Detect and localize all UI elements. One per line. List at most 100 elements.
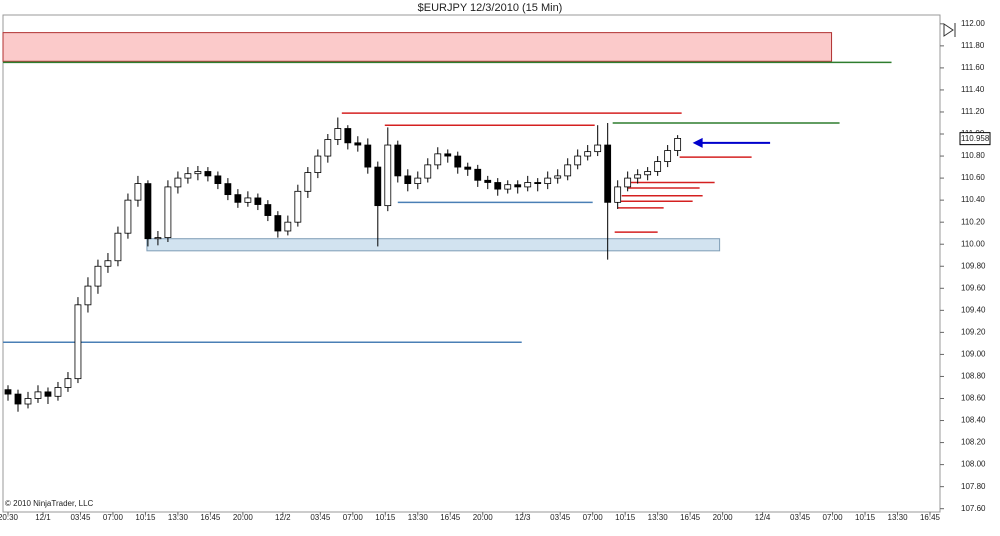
- last-price-box: [959, 132, 991, 146]
- x-tick-label: 16:45: [920, 513, 941, 522]
- y-tick-label: 111.20: [961, 107, 985, 116]
- candle-body: [564, 164, 572, 177]
- y-tick-label: 109.20: [961, 327, 986, 336]
- candle-body: [504, 184, 512, 190]
- candle-body: [54, 387, 62, 397]
- x-tick-label: 13:30: [888, 513, 909, 522]
- x-tick-label: 20:30: [0, 513, 19, 522]
- x-tick-label: 16:45: [440, 513, 461, 522]
- candle-body: [44, 391, 52, 397]
- candle-body: [354, 142, 362, 146]
- candle-body: [164, 186, 172, 239]
- candle-body: [364, 144, 372, 168]
- y-tick-label: 110.00: [961, 239, 985, 248]
- candle-body: [384, 144, 392, 207]
- x-tick-label: 13:30: [408, 513, 429, 522]
- candle-body: [494, 182, 502, 190]
- candle-body: [344, 128, 352, 144]
- candle-body: [14, 393, 22, 405]
- candle-body: [334, 128, 342, 140]
- candle-body: [424, 164, 432, 179]
- x-tick-label: 20:00: [713, 513, 734, 522]
- x-tick-label: 03:45: [310, 513, 331, 522]
- candle-body: [644, 171, 652, 176]
- candle-body: [434, 153, 442, 166]
- candle-body: [64, 378, 72, 388]
- last-price-label: 110.958: [961, 134, 990, 143]
- y-tick-label: 108.20: [961, 438, 986, 447]
- candle-body: [514, 184, 522, 188]
- y-tick-label: 110.60: [961, 173, 985, 182]
- candle-body: [194, 171, 202, 175]
- candle-body: [214, 175, 222, 185]
- scroll-icon[interactable]: [943, 23, 956, 37]
- y-tick-label: 109.40: [961, 305, 986, 314]
- x-tick-label: 12/1: [35, 513, 51, 522]
- candle-body: [204, 171, 212, 177]
- candle-body: [374, 166, 382, 207]
- x-tick-label: 10:15: [135, 513, 156, 522]
- candle-body: [324, 139, 332, 157]
- candle-body: [294, 190, 302, 223]
- candle-body: [584, 151, 592, 157]
- candle-body: [304, 172, 312, 192]
- candle-body: [94, 265, 102, 287]
- x-tick-label: 16:45: [200, 513, 221, 522]
- y-tick-label: 108.80: [961, 372, 986, 381]
- chart-title: $EURJPY 12/3/2010 (15 Min): [418, 2, 563, 14]
- x-tick-label: 10:15: [855, 513, 876, 522]
- candle-body: [664, 150, 672, 162]
- candle-body: [444, 153, 452, 157]
- candle-body: [114, 232, 122, 262]
- candle-body: [34, 391, 42, 399]
- candle-body: [4, 389, 12, 395]
- y-tick-label: 108.00: [961, 460, 986, 469]
- copyright: © 2010 NinjaTrader, LLC: [5, 499, 94, 508]
- candle-body: [254, 197, 262, 205]
- candle-body: [674, 138, 682, 151]
- candle-body: [484, 179, 492, 183]
- x-tick-label: 12/3: [515, 513, 531, 522]
- candle-body: [464, 166, 472, 170]
- y-tick-label: 111.40: [961, 85, 985, 94]
- candle-body: [154, 237, 162, 240]
- candle-body: [404, 175, 412, 185]
- candle-body: [534, 182, 542, 185]
- play-icon[interactable]: [943, 23, 954, 37]
- y-tick-label: 108.40: [961, 416, 986, 425]
- x-tick-label: 07:00: [583, 513, 604, 522]
- candle-body: [284, 221, 292, 232]
- x-tick-label: 07:00: [823, 513, 844, 522]
- y-tick-label: 107.60: [961, 504, 986, 513]
- candle-body: [224, 183, 232, 196]
- candle-body: [234, 194, 242, 203]
- x-tick-label: 10:15: [375, 513, 396, 522]
- candle-body: [124, 199, 132, 234]
- candle-body: [134, 183, 142, 201]
- x-tick-label: 13:30: [648, 513, 669, 522]
- candle-body: [654, 161, 662, 172]
- y-tick-label: 108.60: [961, 394, 986, 403]
- y-tick-label: 109.80: [961, 261, 986, 270]
- candle-body: [524, 182, 532, 188]
- y-tick-label: 109.60: [961, 283, 986, 292]
- candle-body: [314, 155, 322, 173]
- y-tick-label: 111.60: [961, 63, 985, 72]
- candle-body: [184, 173, 192, 179]
- zone: [2, 32, 833, 62]
- candle-body: [574, 155, 582, 166]
- y-tick-label: 109.00: [961, 350, 986, 359]
- y-tick-label: 110.20: [961, 217, 985, 226]
- x-tick-label: 10:15: [615, 513, 636, 522]
- x-tick-label: 16:45: [680, 513, 701, 522]
- candle-body: [244, 197, 252, 203]
- arrow-head: [692, 137, 703, 148]
- x-tick-label: 03:45: [790, 513, 811, 522]
- y-tick-label: 110.80: [961, 151, 985, 160]
- x-tick-label: 03:45: [550, 513, 571, 522]
- candle-body: [474, 168, 482, 181]
- candle-body: [594, 144, 602, 153]
- candle-body: [144, 183, 152, 240]
- candle-body: [414, 177, 422, 185]
